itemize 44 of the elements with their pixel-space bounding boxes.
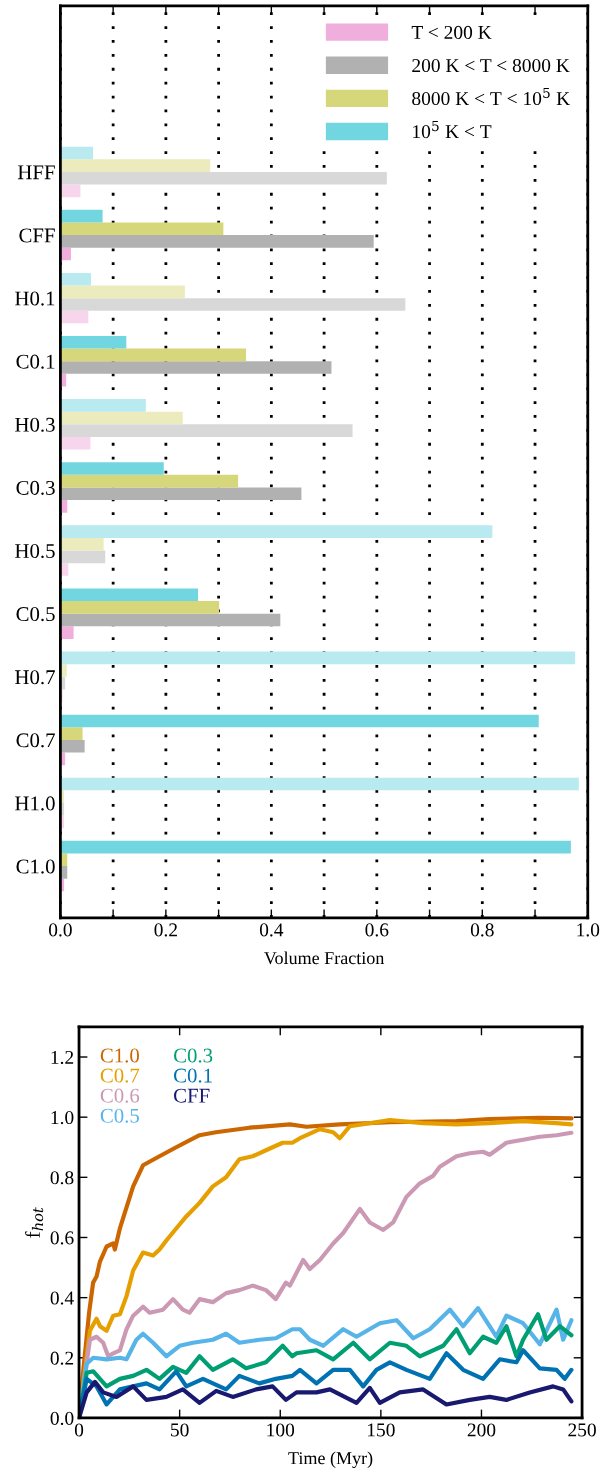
text: C0.6 <box>100 1088 140 1103</box>
y-tick-label: C0.1 <box>16 354 55 369</box>
y-tick-label: C0.5 <box>16 607 55 622</box>
x-tick-label: 100 <box>267 1423 295 1437</box>
x-axis-title: Time (Myr) <box>288 1451 373 1468</box>
y-tick-label: 1.0 <box>51 1110 74 1125</box>
y-tick-label: HFF <box>17 165 55 180</box>
x-tick-label: 0.2 <box>154 923 177 937</box>
y-tick-label: 0.2 <box>50 1351 74 1365</box>
y-tick-label: 1.2 <box>51 1050 74 1065</box>
text: C1.0 <box>100 1048 140 1063</box>
text: CFF <box>173 1088 210 1103</box>
text: C0.5 <box>100 1108 139 1123</box>
y-tick-label: C0.7 <box>16 733 55 748</box>
y-tick-label: H0.7 <box>15 670 55 685</box>
x-tick-label: 0 <box>74 1423 84 1437</box>
y-tick-label: H0.1 <box>15 291 55 306</box>
x-tick-label: 150 <box>367 1423 395 1437</box>
legend-label: T < 200 K <box>411 25 492 39</box>
x-axis-title: Volume Fraction <box>264 951 385 965</box>
y-tick-label: 0.4 <box>50 1291 74 1305</box>
legend-label: 10$^{5}$ K < T <box>413 121 492 139</box>
y-tick-label: H1.0 <box>15 796 55 811</box>
y-tick-label: CFF <box>19 228 55 243</box>
x-tick-label: 200 <box>467 1423 496 1437</box>
text: C0.7 <box>100 1068 140 1083</box>
x-tick-label: 250 <box>568 1423 596 1437</box>
legend-label: 200 K < T < 8000 K <box>412 58 570 73</box>
y-tick-label: 0.6 <box>50 1231 74 1245</box>
x-tick-label: 0.4 <box>259 923 284 937</box>
y-tick-label: H0.3 <box>15 417 55 432</box>
y-tick-label: 0.0 <box>50 1411 74 1425</box>
text: C0.3 <box>173 1048 213 1063</box>
y-axis-title: f$_{hot}$ <box>25 1207 44 1238</box>
y-tick-label: C0.3 <box>16 480 55 495</box>
x-tick-label: 0.8 <box>470 923 494 937</box>
legend-label: 8000 K < T < 10$^{5}$ K <box>412 87 570 106</box>
x-tick-label: 1.0 <box>577 923 600 937</box>
y-tick-label: H0.5 <box>15 543 55 559</box>
y-tick-label: C1.0 <box>16 859 55 874</box>
text: C0.1 <box>173 1068 212 1083</box>
x-tick-label: 50 <box>171 1423 189 1437</box>
y-tick-label: 0.8 <box>50 1171 74 1185</box>
x-tick-label: 0.6 <box>365 923 389 937</box>
